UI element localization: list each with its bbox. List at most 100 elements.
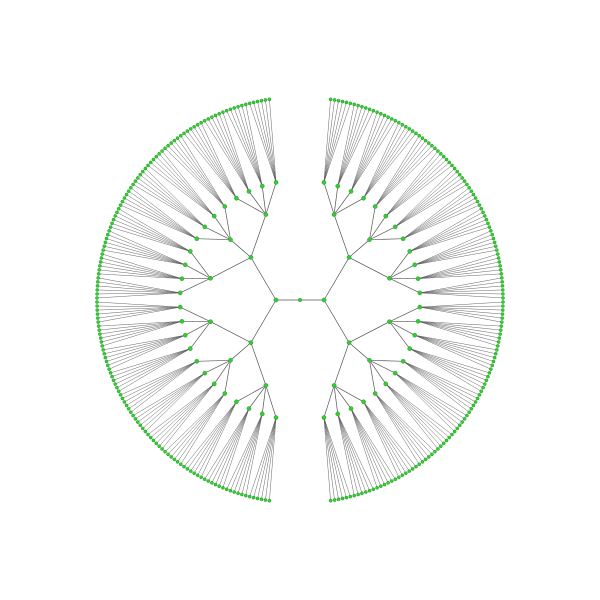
- tree-edge: [403, 197, 476, 239]
- tree-edge: [369, 215, 387, 240]
- tree-edge: [403, 361, 472, 410]
- tree-leaf-node: [251, 100, 256, 105]
- tree-edge: [369, 226, 396, 241]
- tree-leaf-node: [352, 102, 357, 107]
- tree-leaf-node: [199, 120, 203, 125]
- tree-node: [187, 249, 193, 254]
- tree-leaf-node: [340, 99, 345, 104]
- tree-edge: [200, 401, 237, 478]
- tree-node: [259, 183, 265, 189]
- tree-leaf-node: [500, 280, 504, 284]
- tree-edge: [395, 174, 460, 228]
- tree-edge: [185, 321, 211, 336]
- tree-edge: [394, 372, 455, 432]
- tree-node: [412, 262, 418, 268]
- tree-leaf-node: [263, 498, 268, 502]
- tree-leaf-node: [124, 403, 129, 408]
- tree-leaf-node: [493, 351, 498, 356]
- tree-edge: [211, 117, 250, 192]
- tree-node: [273, 297, 279, 303]
- tree-edge: [323, 257, 350, 301]
- tree-leaf-node: [96, 316, 100, 320]
- tree-edge: [253, 102, 277, 183]
- tree-edge: [333, 385, 339, 414]
- tree-leaf-node: [95, 296, 99, 300]
- tree-leaf-node: [263, 98, 268, 102]
- tree-edge: [350, 117, 389, 192]
- tree-edge: [414, 246, 496, 266]
- tree-leaf-node: [404, 124, 408, 129]
- tree-leaf-node: [103, 355, 108, 360]
- tree-node: [202, 370, 208, 376]
- tree-leaf-node: [151, 157, 156, 162]
- tree-edge: [161, 150, 215, 217]
- tree-node: [383, 213, 389, 219]
- tree-edge: [190, 251, 211, 279]
- tree-edge: [167, 145, 225, 207]
- tree-edges: [96, 99, 504, 501]
- tree-edge: [363, 122, 400, 199]
- tree-leaf-node: [97, 328, 102, 332]
- tree-edge: [419, 305, 503, 308]
- tree-leaf-node: [228, 107, 233, 112]
- tree-leaf-node: [136, 176, 140, 180]
- tree-leaf-node: [479, 389, 484, 394]
- tree-leaf-node: [455, 426, 460, 431]
- tree-leaf-node: [99, 256, 104, 260]
- tree-node: [392, 370, 398, 376]
- tree-edge: [142, 372, 205, 429]
- tree-edge: [350, 408, 385, 485]
- tree-edge: [363, 130, 413, 199]
- tree-leaf-node: [133, 179, 138, 183]
- tree-leaf-node: [113, 214, 118, 218]
- tree-leaf-node: [439, 444, 443, 449]
- tree-leaf-node: [178, 133, 183, 138]
- tree-leaf-node: [500, 308, 505, 312]
- tree-node: [346, 255, 352, 260]
- tree-node: [248, 255, 254, 260]
- tree-edge: [414, 335, 491, 370]
- tree-node: [407, 346, 413, 351]
- tree-leaf-node: [169, 455, 173, 459]
- tree-edge: [236, 197, 267, 215]
- tree-leaf-node: [492, 355, 497, 360]
- tree-node: [259, 411, 265, 417]
- tree-leaf-node: [232, 490, 237, 494]
- tree-leaf-node: [151, 438, 156, 443]
- tree-edge: [100, 321, 182, 339]
- tree-node: [194, 236, 200, 242]
- tree-leaf-node: [172, 457, 177, 462]
- tree-edge: [414, 242, 495, 266]
- tree-leaf-node: [481, 385, 485, 390]
- tree-leaf-node: [100, 344, 105, 348]
- tree-leaf-node: [498, 328, 503, 332]
- tree-edge: [122, 201, 197, 239]
- tree-leaf-node: [116, 206, 121, 211]
- tree-edge: [156, 383, 215, 444]
- tree-leaf-node: [393, 477, 398, 482]
- tree-edge: [200, 122, 237, 199]
- tree-edge: [409, 212, 484, 252]
- tree-leaf-node: [496, 340, 501, 344]
- tree-edge: [323, 417, 339, 500]
- tree-edge: [236, 385, 267, 403]
- tree-edge: [101, 321, 182, 343]
- tree-node: [211, 213, 217, 219]
- tree-node: [367, 237, 372, 242]
- tree-edge: [323, 182, 335, 215]
- tree-leaf-node: [166, 452, 170, 457]
- tree-leaf-node: [436, 149, 440, 153]
- tree-leaf-node: [236, 491, 240, 496]
- tree-edge: [248, 191, 267, 215]
- tree-edge: [98, 277, 181, 294]
- tree-edge: [419, 285, 503, 294]
- tree-edge: [385, 156, 444, 217]
- tree-leaf-node: [107, 367, 111, 371]
- tree-leaf-node: [101, 348, 106, 352]
- tree-leaf-node: [475, 199, 480, 204]
- tree-leaf-node: [348, 494, 353, 499]
- tree-leaf-node: [420, 460, 425, 464]
- tree-edge: [150, 162, 215, 217]
- tree-node: [246, 406, 252, 411]
- tree-leaf-node: [202, 118, 207, 123]
